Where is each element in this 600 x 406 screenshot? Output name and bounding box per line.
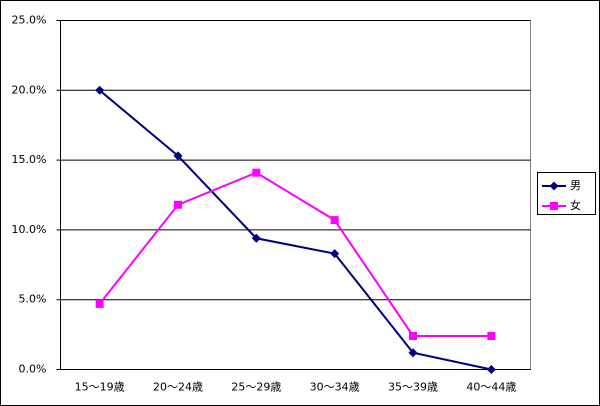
y-tick-label: 0.0% bbox=[19, 363, 47, 376]
point-marker bbox=[549, 181, 559, 191]
x-tick-label: 15～19歳 bbox=[75, 381, 125, 394]
legend-label: 男 bbox=[570, 179, 581, 192]
x-tick-label: 20～24歳 bbox=[153, 381, 203, 394]
point-marker bbox=[251, 233, 261, 243]
plot-area bbox=[60, 20, 531, 370]
point-marker bbox=[486, 365, 496, 374]
series-line bbox=[99, 89, 492, 371]
point-marker bbox=[408, 348, 418, 358]
point-marker bbox=[95, 299, 104, 308]
legend-box bbox=[537, 172, 596, 215]
point-marker bbox=[252, 168, 261, 177]
y-tick-label: 25.0% bbox=[12, 14, 47, 27]
y-tick-label: 10.0% bbox=[12, 223, 47, 236]
point-marker bbox=[487, 331, 496, 340]
point-marker bbox=[330, 216, 339, 225]
point-marker bbox=[409, 331, 417, 340]
legend-label: 女 bbox=[570, 198, 581, 212]
point-marker bbox=[173, 151, 183, 161]
point-marker bbox=[174, 200, 182, 209]
x-tick-label: 25～29歳 bbox=[231, 381, 281, 394]
x-tick-label: 40～44歳 bbox=[466, 381, 516, 394]
point-marker bbox=[330, 249, 340, 259]
y-tick-label: 5.0% bbox=[19, 293, 47, 306]
x-tick-label: 35～39歳 bbox=[388, 381, 438, 394]
point-marker bbox=[95, 85, 105, 95]
y-tick-label: 15.0% bbox=[12, 153, 47, 166]
y-tick-label: 20.0% bbox=[12, 83, 47, 96]
point-marker bbox=[550, 202, 558, 210]
x-tick-label: 30～34歳 bbox=[310, 381, 360, 394]
series-line bbox=[98, 171, 492, 337]
